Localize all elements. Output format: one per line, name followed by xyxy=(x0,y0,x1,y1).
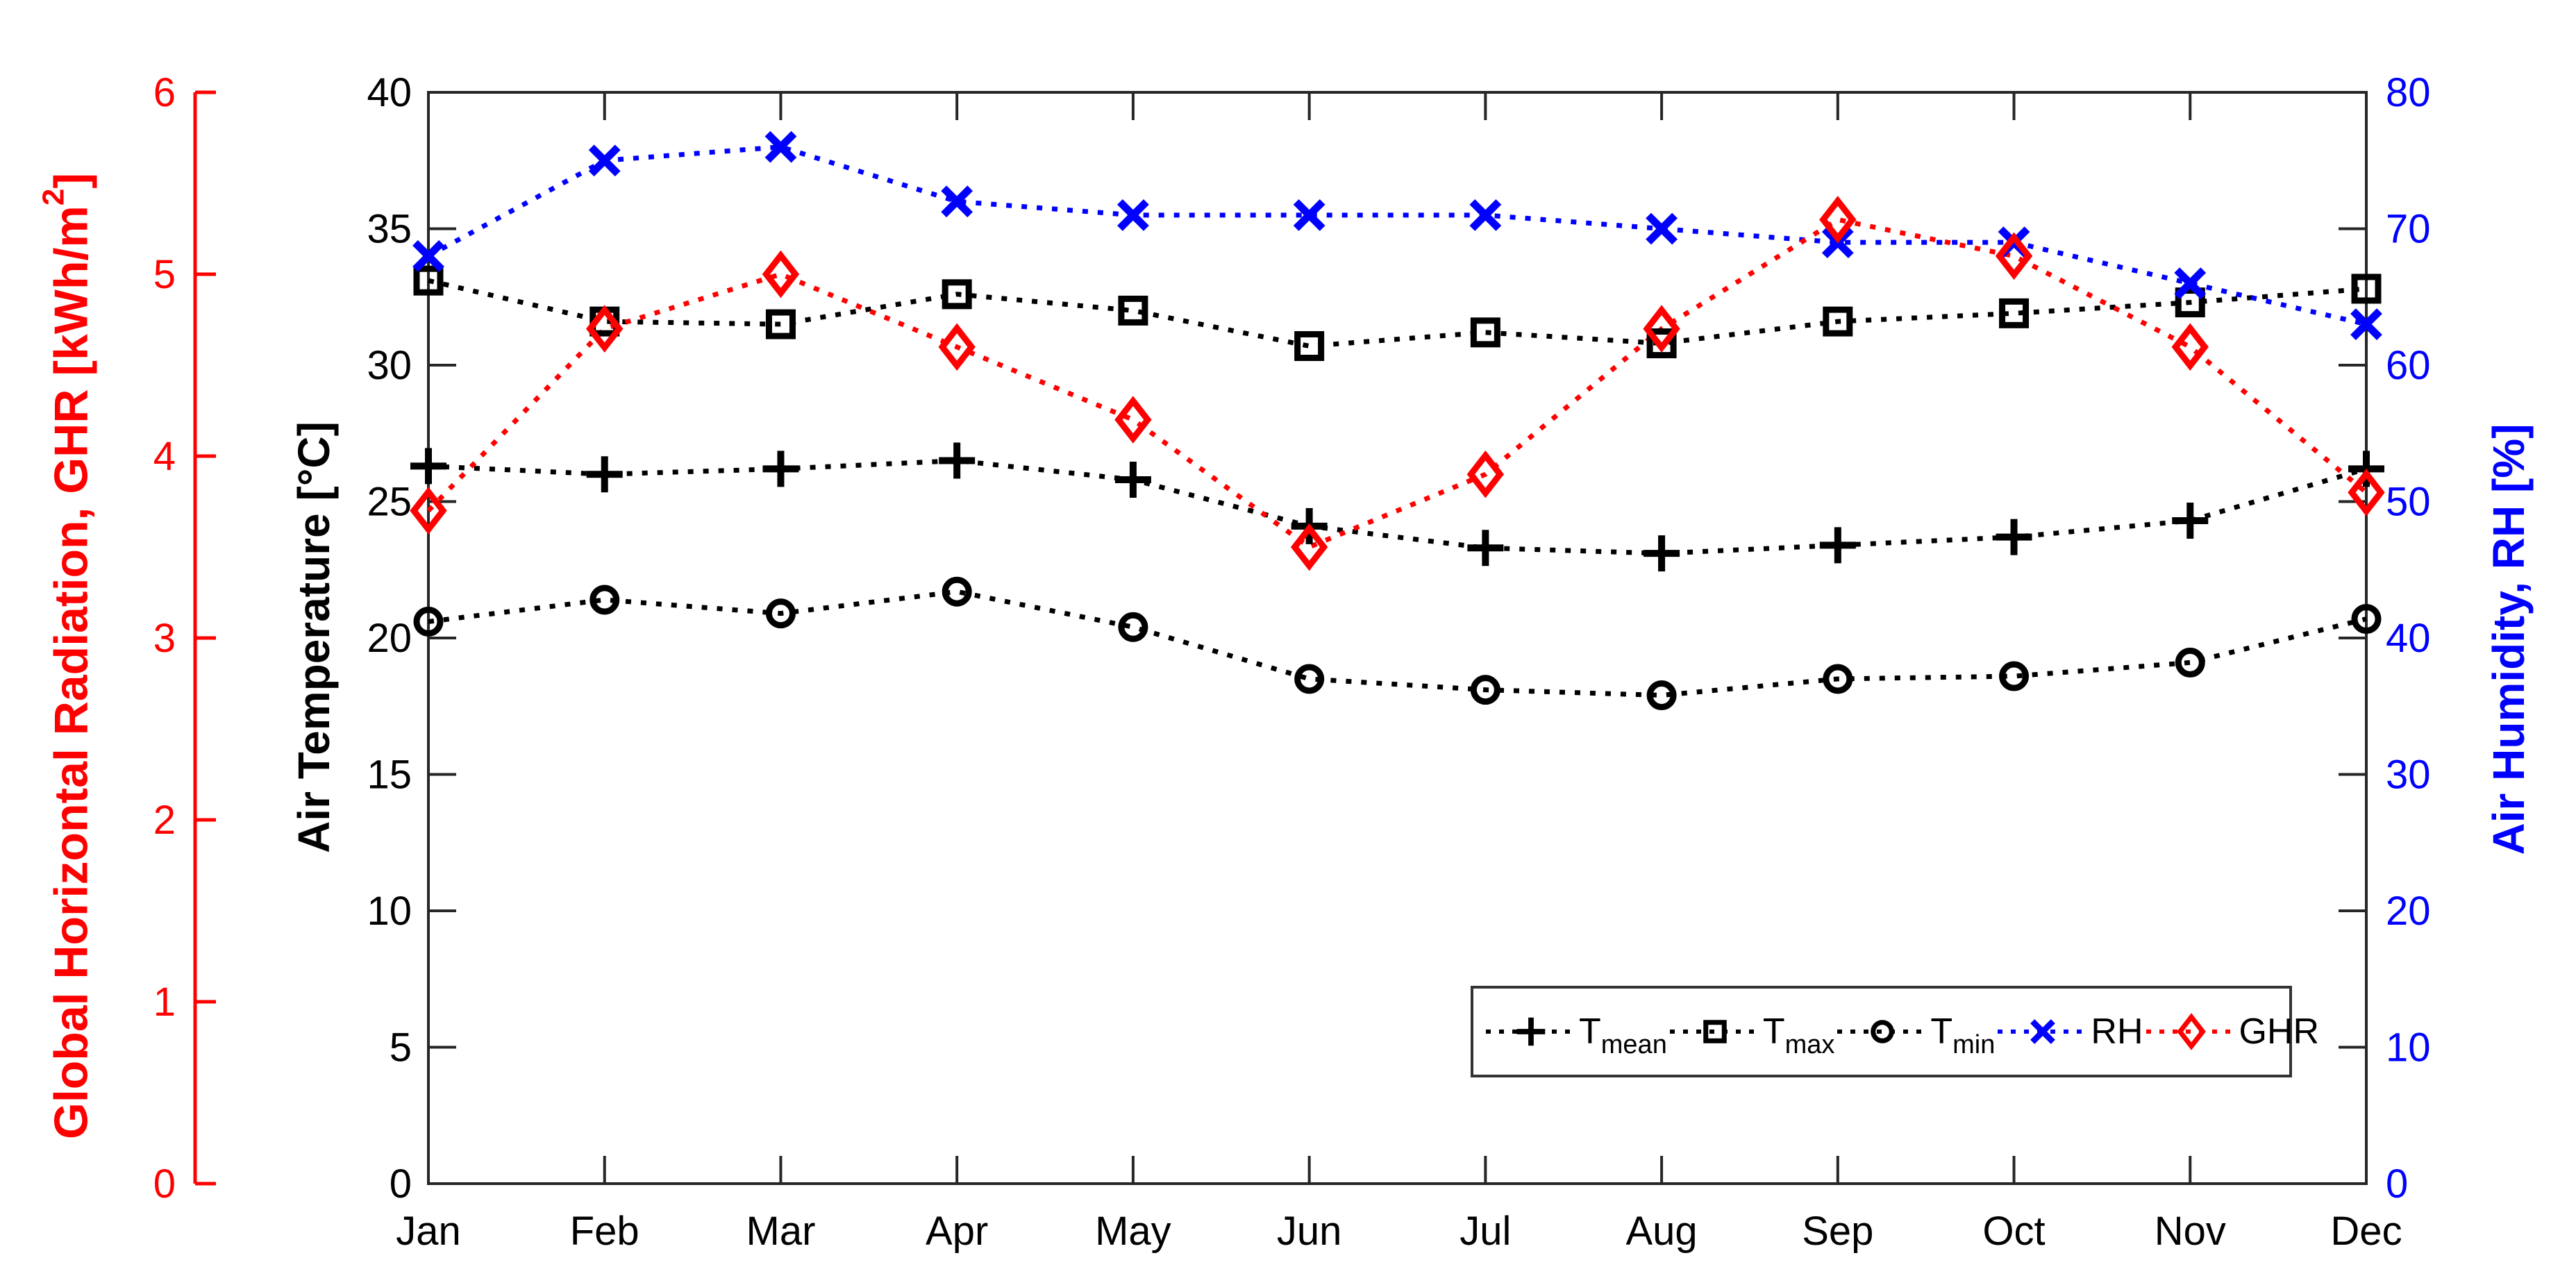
legend-item-tmax: Tmax xyxy=(1667,1009,1835,1059)
svg-text:Nov: Nov xyxy=(2155,1209,2226,1254)
svg-text:10: 10 xyxy=(367,889,412,934)
svg-text:Jul: Jul xyxy=(1460,1209,1511,1254)
svg-text:Feb: Feb xyxy=(570,1209,639,1254)
svg-text:1: 1 xyxy=(153,980,176,1025)
svg-text:0: 0 xyxy=(390,1161,412,1207)
svg-text:40: 40 xyxy=(2386,616,2431,661)
svg-text:60: 60 xyxy=(2386,343,2431,388)
svg-text:20: 20 xyxy=(367,616,412,661)
plus-marker-icon xyxy=(1483,1009,1579,1054)
svg-text:30: 30 xyxy=(367,343,412,388)
svg-text:35: 35 xyxy=(367,207,412,252)
svg-text:Oct: Oct xyxy=(1982,1209,2045,1254)
svg-text:5: 5 xyxy=(390,1025,412,1070)
svg-text:40: 40 xyxy=(367,70,412,115)
ghr-axis-title-text: Global Horizontal Radiation, GHR [kWh/m xyxy=(44,205,98,1140)
svg-text:Jun: Jun xyxy=(1277,1209,1342,1254)
svg-text:4: 4 xyxy=(153,434,176,479)
humidity-axis-title: Air Humidity, RH [%] xyxy=(2484,423,2534,855)
svg-text:10: 10 xyxy=(2386,1025,2431,1070)
legend-label-rh: RH xyxy=(2091,1011,2143,1052)
svg-text:May: May xyxy=(1095,1209,1171,1254)
svg-text:70: 70 xyxy=(2386,207,2431,252)
legend-label-tmin: Tmin xyxy=(1930,1011,1996,1059)
svg-text:50: 50 xyxy=(2386,480,2431,525)
svg-text:6: 6 xyxy=(153,70,176,115)
svg-text:5: 5 xyxy=(153,252,176,297)
svg-text:0: 0 xyxy=(2386,1161,2408,1207)
svg-text:0: 0 xyxy=(153,1161,176,1207)
svg-text:25: 25 xyxy=(367,480,412,525)
legend-item-tmin: Tmin xyxy=(1834,1009,1996,1059)
legend-label-tmean: Tmean xyxy=(1579,1011,1667,1059)
svg-text:2: 2 xyxy=(153,798,176,843)
ghr-axis-title-suffix: ] xyxy=(44,172,98,189)
ghr-axis-title: Global Horizontal Radiation, GHR [kWh/m2… xyxy=(37,173,99,1139)
svg-text:Jan: Jan xyxy=(396,1209,461,1254)
legend-label-ghr: GHR xyxy=(2239,1011,2320,1052)
svg-text:80: 80 xyxy=(2386,70,2431,115)
legend-box: Tmean Tmax Tmin RH GHR xyxy=(1471,986,2319,1077)
svg-text:Apr: Apr xyxy=(926,1209,988,1254)
x-marker-icon xyxy=(1995,1009,2091,1054)
circle-marker-icon xyxy=(1834,1009,1930,1054)
svg-text:Mar: Mar xyxy=(746,1209,816,1254)
svg-text:20: 20 xyxy=(2386,889,2431,934)
diamond-marker-icon xyxy=(2143,1009,2239,1054)
svg-text:3: 3 xyxy=(153,616,176,661)
legend-item-rh: RH xyxy=(1995,1009,2143,1054)
svg-text:Sep: Sep xyxy=(1802,1209,1873,1254)
svg-text:Aug: Aug xyxy=(1625,1209,1697,1254)
svg-text:Dec: Dec xyxy=(2330,1209,2402,1254)
svg-text:30: 30 xyxy=(2386,753,2431,798)
legend-item-ghr: GHR xyxy=(2143,1009,2320,1054)
legend-item-tmean: Tmean xyxy=(1483,1009,1667,1059)
ghr-axis-title-superscript: 2 xyxy=(36,188,71,206)
legend-label-tmax: Tmax xyxy=(1762,1011,1835,1059)
square-marker-icon xyxy=(1667,1009,1763,1054)
temperature-axis-title: Air Temperature [°C] xyxy=(289,421,339,853)
svg-text:15: 15 xyxy=(367,753,412,798)
